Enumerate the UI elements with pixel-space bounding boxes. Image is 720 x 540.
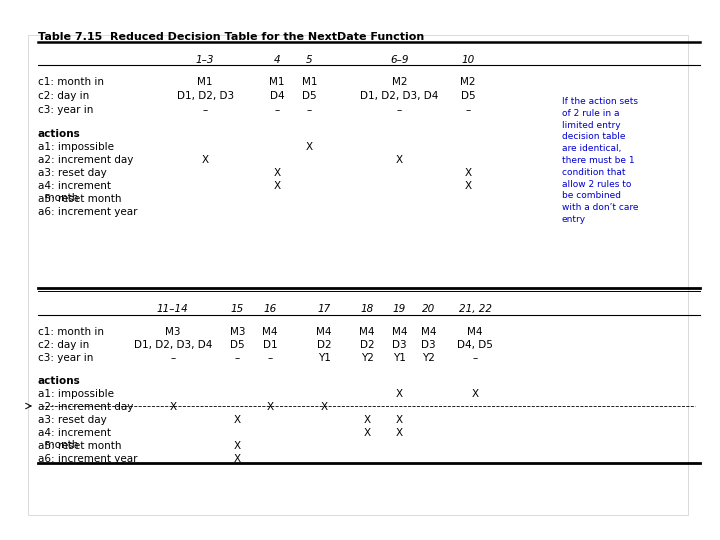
Text: X: X [234,415,241,425]
Text: a1: impossible: a1: impossible [38,389,114,399]
Text: D2: D2 [360,340,374,350]
Text: M1: M1 [269,77,285,87]
Text: a6: increment year: a6: increment year [38,207,138,217]
Text: –: – [202,105,208,115]
Text: 17: 17 [318,304,330,314]
Text: Y1: Y1 [318,353,330,363]
Text: –: – [472,353,478,363]
Bar [28,35,688,515]
Text: D5: D5 [461,91,475,101]
Text: Table 7.15: Table 7.15 [38,32,102,42]
Text: month: month [38,193,78,203]
Text: X: X [169,402,176,412]
Text: If the action sets
of 2 rule in a
limited entry
decision table
are identical,
th: If the action sets of 2 rule in a limite… [562,97,639,224]
Text: a5: reset month: a5: reset month [38,441,122,451]
Text: D3: D3 [421,340,436,350]
Text: X: X [364,428,371,438]
Text: c3: year in: c3: year in [38,105,94,115]
Text: M4: M4 [467,327,483,337]
Text: M4: M4 [316,327,332,337]
Text: M4: M4 [420,327,436,337]
Text: 16: 16 [264,304,276,314]
Text: –: – [307,105,312,115]
Text: D5: D5 [230,340,245,350]
Text: X: X [464,181,472,191]
Text: X: X [396,389,403,399]
Text: actions: actions [38,376,81,386]
Text: 5: 5 [306,55,313,65]
Text: Y2: Y2 [361,353,374,363]
Text: a3: reset day: a3: reset day [38,415,107,425]
Text: Y2: Y2 [422,353,435,363]
Text: 1–3: 1–3 [196,55,215,65]
Text: X: X [320,402,328,412]
Text: M1: M1 [302,77,318,87]
Text: –: – [274,105,280,115]
Text: Y1: Y1 [393,353,406,363]
Text: a1: impossible: a1: impossible [38,142,114,152]
Text: actions: actions [38,129,81,139]
Text: X: X [306,142,313,152]
Text: D5: D5 [302,91,317,101]
Text: 20: 20 [422,304,435,314]
Text: 21, 22: 21, 22 [459,304,492,314]
Text: c3: year in: c3: year in [38,353,94,363]
Text: M2: M2 [460,77,476,87]
Text: 18: 18 [361,304,374,314]
Text: a6: increment year: a6: increment year [38,454,138,464]
Text: D2: D2 [317,340,331,350]
Text: c2: day in: c2: day in [38,340,89,350]
Text: X: X [396,155,403,165]
Text: M1: M1 [197,77,213,87]
Text: 10: 10 [462,55,474,65]
Text: M3: M3 [230,327,246,337]
Text: X: X [464,168,472,178]
Text: M3: M3 [165,327,181,337]
Text: M4: M4 [359,327,375,337]
Text: X: X [396,415,403,425]
Text: D3: D3 [392,340,407,350]
Text: a4: increment: a4: increment [38,181,111,191]
Text: 4: 4 [274,55,281,65]
Text: M4: M4 [262,327,278,337]
Text: X: X [234,454,241,464]
Text: a2: increment day: a2: increment day [38,155,133,165]
Text: Reduced Decision Table for the NextDate Function: Reduced Decision Table for the NextDate … [110,32,424,42]
Text: D1: D1 [263,340,277,350]
Text: D1, D2, D3, D4: D1, D2, D3, D4 [361,91,438,101]
Text: –: – [465,105,471,115]
Text: a5: reset month: a5: reset month [38,194,122,204]
Text: D1, D2, D3, D4: D1, D2, D3, D4 [134,340,212,350]
Text: a4: increment: a4: increment [38,428,111,438]
Text: X: X [274,181,281,191]
Text: 11–14: 11–14 [157,304,189,314]
Text: X: X [364,415,371,425]
Text: c2: day in: c2: day in [38,91,89,101]
Text: –: – [267,353,273,363]
Text: X: X [396,428,403,438]
Text: D4: D4 [270,91,284,101]
Text: X: X [234,441,241,451]
Text: 15: 15 [231,304,244,314]
Text: 19: 19 [393,304,406,314]
Text: –: – [397,105,402,115]
Text: D1, D2, D3: D1, D2, D3 [176,91,234,101]
Text: D4, D5: D4, D5 [457,340,493,350]
Text: month: month [38,440,78,450]
Text: c1: month in: c1: month in [38,327,104,337]
Text: M2: M2 [392,77,408,87]
Text: M4: M4 [392,327,408,337]
Text: 6–9: 6–9 [390,55,409,65]
Text: X: X [202,155,209,165]
Text: a3: reset day: a3: reset day [38,168,107,178]
Text: X: X [274,168,281,178]
Text: X: X [266,402,274,412]
Text: c1: month in: c1: month in [38,77,104,87]
Text: –: – [170,353,176,363]
Text: –: – [235,353,240,363]
Text: X: X [472,389,479,399]
Text: a2: increment day: a2: increment day [38,402,133,412]
